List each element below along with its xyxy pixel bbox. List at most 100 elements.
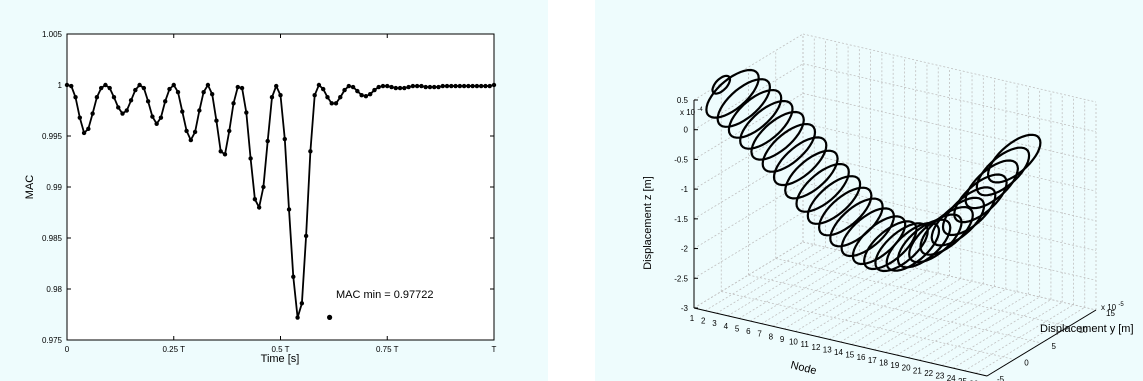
displacement-loop [874,222,929,273]
node-tick-label: 13 [823,345,832,354]
mac-point [167,86,172,92]
mac-point [145,99,151,104]
mac-point [261,184,266,190]
y-tick-label: 0.99 [46,183,62,192]
displacement-loop [862,220,918,271]
mac-series [64,82,497,320]
x-tick-label: 0 [65,345,70,354]
node-tick-label: 20 [902,364,911,373]
mac-point [158,115,164,120]
grid-line [761,257,871,325]
mac-point [491,82,497,88]
mac-point [444,83,450,89]
displacement-loop [750,110,805,161]
mac-point [209,91,215,97]
mac-point [81,130,87,136]
node-tick-label: 6 [746,327,751,336]
grid-line [727,249,838,317]
displacement-loop [705,68,760,119]
displacement-loop [761,122,817,173]
displacement-loop [739,100,794,150]
mac-point [116,105,121,110]
node-tick-label: 24 [947,374,956,381]
y-tick-label: 1 [58,81,63,90]
grid-line [930,296,1040,364]
mac-min-annotation: MAC min = 0.97722 [336,289,434,301]
mac-point [423,84,428,90]
grid-line [693,152,804,220]
y-tick-label: 0.985 [42,234,63,243]
y-exponent-base: x 10 [1101,303,1117,312]
grid-line [952,301,1063,369]
mac-point [329,101,334,106]
mac-point [333,101,339,106]
left-axis-ticks: 0.975 0.98 0.985 0.99 0.995 1 1.005 0 0.25 T 0.5 … [42,30,497,354]
node-tick-label: 12 [812,343,821,352]
node-tick-label: 4 [724,322,729,331]
displacement-loop [953,173,1008,224]
node-tick-label: 25 [958,377,967,381]
displacement-loop [964,159,1020,210]
grid-line [693,211,804,279]
grid-line [693,122,804,190]
mac-point [338,95,343,100]
mac-point [432,84,437,90]
mac-point [342,87,347,93]
mac-point [77,115,83,120]
x-tick-label: 0.25 T [162,345,185,354]
node-tick-label: 3 [712,319,717,328]
mac-point [478,83,484,89]
mac-point [128,98,134,103]
x-tick-label: 0.5 T [271,345,289,354]
mac-point [466,83,471,89]
node-tick-label: 19 [890,361,899,370]
mac-point [453,83,458,89]
displacement-loop [806,175,862,225]
mac-point [406,84,411,90]
z-tick-label: -1.5 [674,215,688,224]
grid-line [738,252,849,319]
mac-point [278,93,283,98]
mac-point [308,149,313,154]
z-tick-label: -1 [681,185,689,194]
mac-min-point [327,314,333,320]
y-tick-label: 0.995 [42,132,63,141]
mac-point [402,85,407,91]
mac-point [367,91,373,97]
axis-line [986,309,1097,377]
displacement-loop [795,163,850,213]
grid-line [693,93,804,160]
z-tick-label: -3 [681,304,689,313]
mac-point [269,95,275,100]
node-tick-label: 23 [935,372,944,381]
mac-point [274,83,279,89]
mac-point [205,82,211,88]
mac-point [265,138,270,144]
mac-point [385,83,390,89]
grid-line [919,293,1029,361]
mac-point [64,82,70,88]
mac-point [487,83,492,89]
x-tick-label: T [492,345,497,354]
grid-line [874,283,984,351]
node-tick-label: 17 [868,356,877,365]
mac-point [410,83,416,89]
mac-point [120,111,125,116]
mac-point [184,128,189,134]
grid-line [806,267,916,335]
mac-point [248,156,253,161]
node-tick-label: 21 [913,366,922,375]
mac-point [103,82,108,88]
z-tick-label: -0.5 [674,155,688,164]
mac-point [239,85,245,91]
y-exponent-power: -5 [1118,302,1124,308]
grid-line [783,262,894,330]
y-tick-label: 5 [1052,342,1057,351]
mac-point [457,83,463,89]
grid-line [693,182,804,249]
z-exponent-base: x 10 [680,108,696,117]
mac-point [141,85,147,91]
displacement-loop [716,78,772,128]
mac-point [252,197,258,202]
mac-point [363,94,369,99]
